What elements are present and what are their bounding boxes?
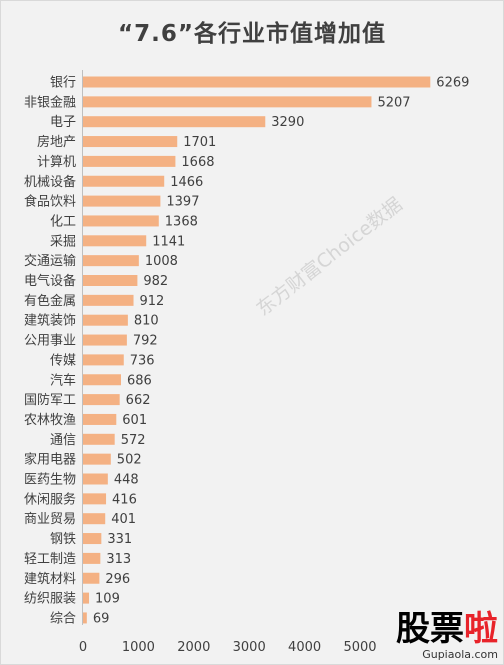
category-label-11: 有色金属 <box>24 293 76 309</box>
bar-6 <box>83 195 161 207</box>
bar-12 <box>83 314 128 326</box>
category-label-6: 食品饮料 <box>24 194 76 210</box>
value-label-15: 686 <box>127 373 152 388</box>
category-label-1: 非银金融 <box>24 94 76 110</box>
value-label-7: 1368 <box>165 214 198 229</box>
category-label-2: 电子 <box>50 115 76 130</box>
category-label-9: 交通运输 <box>24 253 76 269</box>
x-tick-label-0: 0 <box>79 640 87 655</box>
value-label-0: 6269 <box>436 76 469 91</box>
value-label-6: 1397 <box>166 195 199 210</box>
bar-27 <box>83 612 87 624</box>
value-label-14: 736 <box>130 353 155 368</box>
category-label-14: 传媒 <box>50 353 76 368</box>
logo-text: 股票啦 <box>396 612 498 646</box>
bar-18 <box>83 433 115 445</box>
value-label-8: 1141 <box>152 234 185 249</box>
bar-15 <box>83 374 122 386</box>
category-label-27: 综合 <box>50 611 76 626</box>
bar-2 <box>83 116 266 128</box>
value-label-17: 601 <box>122 413 147 428</box>
category-label-24: 轻工制造 <box>24 552 76 567</box>
logo-accent-text: 啦 <box>464 609 498 649</box>
value-label-20: 448 <box>114 473 139 488</box>
logo-main-text: 股票 <box>396 609 464 649</box>
bar-7 <box>83 215 159 227</box>
value-label-1: 5207 <box>377 95 410 110</box>
category-label-20: 医药生物 <box>24 473 76 488</box>
category-label-10: 电气设备 <box>24 273 76 289</box>
bar-5 <box>83 175 165 187</box>
category-label-0: 银行 <box>50 76 76 91</box>
bar-3 <box>83 136 178 148</box>
category-label-16: 国防军工 <box>24 392 76 408</box>
bar-24 <box>83 552 101 564</box>
bar-14 <box>83 354 124 366</box>
category-label-18: 通信 <box>50 433 76 448</box>
category-label-15: 汽车 <box>50 372 76 388</box>
value-label-10: 982 <box>143 274 168 289</box>
value-label-26: 109 <box>95 592 120 607</box>
x-tick-label-4: 4000 <box>288 640 321 655</box>
value-label-13: 792 <box>133 334 158 349</box>
bar-26 <box>83 592 90 604</box>
value-label-9: 1008 <box>145 254 178 269</box>
bar-8 <box>83 235 147 247</box>
bar-19 <box>83 453 111 465</box>
x-tick-label-5: 5000 <box>343 640 376 655</box>
bar-13 <box>83 334 127 346</box>
bar-10 <box>83 275 138 286</box>
value-label-4: 1668 <box>181 155 214 170</box>
bar-0 <box>83 76 431 88</box>
category-label-22: 商业贸易 <box>24 512 76 527</box>
category-label-26: 纺织服装 <box>24 592 76 607</box>
x-tick-label-3: 3000 <box>233 640 266 655</box>
category-label-5: 机械设备 <box>24 174 76 190</box>
category-label-3: 房地产 <box>37 134 76 150</box>
bar-23 <box>83 533 102 545</box>
value-label-16: 662 <box>126 393 151 408</box>
category-label-23: 钢铁 <box>50 532 76 547</box>
bar-22 <box>83 513 106 525</box>
bar-16 <box>83 394 120 406</box>
chart-title: “7.6”各行业市值增加值 <box>118 21 386 47</box>
bar-20 <box>83 473 108 485</box>
value-label-18: 572 <box>121 433 146 448</box>
category-label-7: 化工 <box>50 214 76 229</box>
bar-25 <box>83 572 100 584</box>
category-label-13: 公用事业 <box>24 334 76 349</box>
bar-9 <box>83 255 139 267</box>
value-label-21: 416 <box>112 492 137 507</box>
value-label-12: 810 <box>134 314 159 329</box>
value-label-22: 401 <box>111 512 136 527</box>
logo-url: Gupiaola.com <box>422 648 498 661</box>
value-label-27: 69 <box>93 611 110 626</box>
value-label-19: 502 <box>117 453 142 468</box>
bar-4 <box>83 155 176 167</box>
category-label-21: 休闲服务 <box>24 491 76 507</box>
category-label-17: 农林牧渔 <box>24 413 76 428</box>
category-label-19: 家用电器 <box>24 452 76 468</box>
x-tick-label-2: 2000 <box>177 640 210 655</box>
bar-1 <box>83 96 372 108</box>
bar-21 <box>83 493 107 505</box>
category-label-12: 建筑装饰 <box>24 313 76 329</box>
value-label-25: 296 <box>105 572 130 587</box>
site-logo: 股票啦 Gupiaola.com <box>396 612 498 661</box>
value-label-23: 331 <box>107 532 132 547</box>
x-tick-label-1: 1000 <box>122 640 155 655</box>
category-label-4: 计算机 <box>37 155 76 170</box>
value-label-3: 1701 <box>183 135 216 150</box>
bar-11 <box>83 294 134 306</box>
category-label-8: 采掘 <box>50 234 76 249</box>
value-label-11: 912 <box>140 294 165 309</box>
bar-17 <box>83 413 117 425</box>
value-label-5: 1466 <box>170 175 203 190</box>
value-label-2: 3290 <box>271 115 304 130</box>
value-label-24: 313 <box>106 552 131 567</box>
category-label-25: 建筑材料 <box>24 571 76 587</box>
